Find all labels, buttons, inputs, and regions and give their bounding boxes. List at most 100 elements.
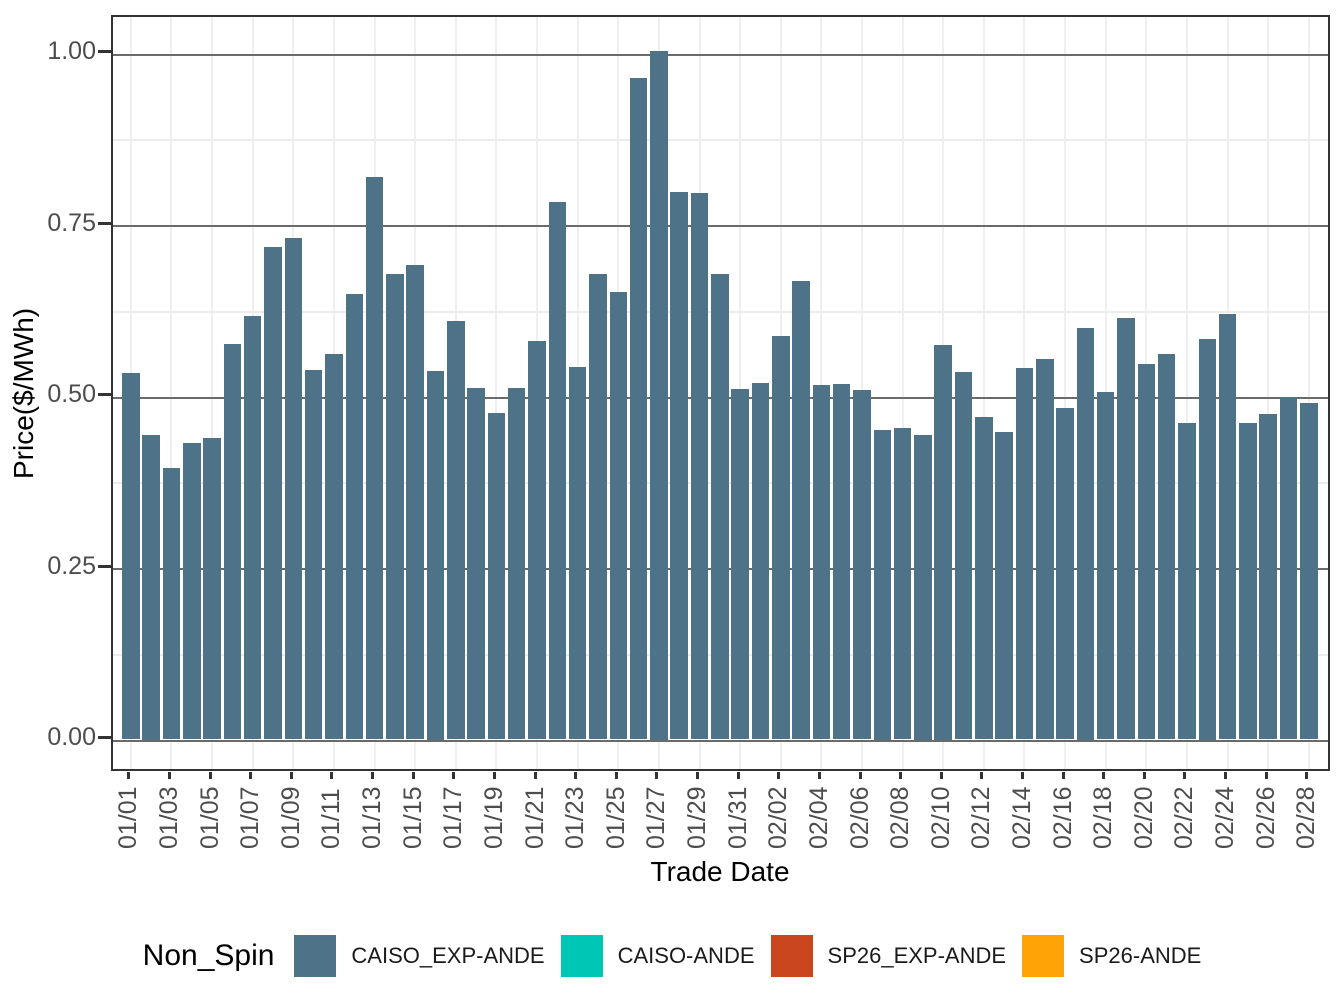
x-axis-tick — [1020, 772, 1024, 779]
x-axis-tick — [492, 772, 496, 779]
bar — [1178, 422, 1196, 740]
legend-swatch — [294, 935, 337, 977]
bar — [711, 273, 729, 740]
x-axis-tick — [614, 772, 618, 779]
bar — [487, 413, 506, 740]
bar — [1259, 414, 1277, 740]
bar — [223, 343, 242, 740]
legend-entry: CAISO_EXP-ANDE — [294, 935, 545, 977]
bar — [1137, 364, 1155, 740]
y-axis-tick-label: 0.25 — [47, 551, 96, 580]
bar — [386, 273, 404, 740]
x-axis-tick — [1102, 772, 1106, 779]
bar — [325, 354, 343, 740]
y-axis-tick — [98, 50, 111, 54]
x-axis-tick-label: 02/04 — [804, 786, 833, 849]
x-axis-tick-label: 02/02 — [764, 786, 793, 849]
x-axis-tick-label: 02/14 — [1007, 786, 1036, 849]
bar — [183, 443, 201, 740]
bar — [914, 435, 932, 740]
bar — [995, 432, 1013, 740]
y-axis-tick-label: 1.00 — [47, 37, 96, 66]
legend-entry: SP26-ANDE — [1022, 935, 1201, 977]
y-axis-tick — [98, 564, 111, 568]
bar — [772, 335, 790, 740]
legend-entry: SP26_EXP-ANDE — [770, 935, 1007, 977]
bar — [934, 344, 952, 740]
x-axis-tick-label: 01/15 — [398, 786, 427, 849]
bar — [832, 383, 851, 740]
y-axis-tick-label: 0.50 — [47, 380, 96, 409]
y-major-gridline — [113, 225, 1328, 228]
bar — [1117, 317, 1135, 740]
bar — [853, 389, 871, 740]
bar — [690, 192, 709, 740]
x-gridline — [1307, 17, 1310, 769]
bar — [589, 273, 607, 740]
y-axis-tick — [98, 736, 111, 739]
x-axis-tick — [817, 772, 821, 779]
bar — [873, 429, 891, 740]
x-axis-tick — [899, 772, 903, 779]
x-axis-tick-label: 01/11 — [317, 788, 346, 849]
x-axis-tick-label: 01/27 — [642, 786, 671, 849]
legend-entry-label: SP26_EXP-ANDE — [827, 943, 1007, 968]
x-axis-tick — [411, 772, 415, 779]
bar — [650, 51, 668, 740]
x-axis-tick-label: 01/17 — [439, 786, 468, 849]
x-axis-tick-label: 02/06 — [845, 786, 874, 849]
bar — [243, 316, 262, 740]
x-axis-tick — [208, 772, 212, 779]
x-axis-tick — [858, 772, 862, 779]
bar — [609, 291, 627, 740]
x-axis-tick — [736, 772, 740, 779]
x-axis-tick — [696, 772, 699, 779]
bar — [304, 369, 323, 740]
y-minor-gridline — [113, 139, 1328, 142]
x-axis-title: Trade Date — [650, 856, 790, 887]
bar — [528, 341, 546, 740]
legend-entry-label: CAISO_EXP-ANDE — [351, 943, 545, 968]
bar — [670, 192, 688, 740]
bar — [122, 373, 140, 740]
legend: Non_Spin CAISO_EXP-ANDE CAISO-ANDE SP26_EX… — [0, 924, 1344, 988]
x-axis-tick-label: 01/25 — [601, 786, 630, 849]
x-axis-tick-label: 02/16 — [1048, 786, 1077, 849]
bar — [1096, 391, 1115, 740]
bar — [142, 435, 160, 740]
x-axis-tick — [1061, 772, 1065, 779]
bar — [1239, 422, 1257, 740]
bar — [426, 370, 445, 740]
bar — [751, 382, 770, 740]
x-axis-tick — [289, 772, 293, 779]
legend-swatch — [1022, 935, 1065, 977]
x-gridline — [170, 17, 173, 769]
legend-entry-label: SP26-ANDE — [1079, 943, 1202, 968]
x-axis-tick — [127, 772, 131, 779]
x-axis-tick-label: 02/26 — [1251, 786, 1280, 849]
x-gridline — [1064, 17, 1067, 769]
bar — [1076, 328, 1095, 740]
bar — [1157, 354, 1176, 740]
x-axis-tick-label: 02/08 — [886, 786, 915, 849]
bar — [568, 367, 587, 740]
legend-entry-label: CAISO-ANDE — [617, 943, 755, 968]
x-gridline — [901, 17, 904, 769]
x-axis-tick-label: 01/01 — [114, 786, 143, 849]
x-axis-tick — [1305, 772, 1309, 779]
x-axis-tick — [167, 772, 171, 779]
bar — [893, 428, 912, 740]
x-axis-tick-label: 01/31 — [723, 786, 752, 849]
bar — [1036, 358, 1054, 740]
x-gridline — [211, 17, 213, 769]
x-gridline — [1267, 17, 1270, 769]
x-axis-tick — [533, 772, 537, 779]
x-axis-tick — [980, 772, 984, 779]
bar — [406, 264, 424, 740]
bar — [365, 177, 384, 740]
bar — [1198, 339, 1216, 740]
y-axis-tick — [98, 393, 111, 397]
bar — [1015, 367, 1034, 740]
bar — [975, 417, 993, 740]
x-axis-tick-label: 02/12 — [967, 786, 996, 849]
